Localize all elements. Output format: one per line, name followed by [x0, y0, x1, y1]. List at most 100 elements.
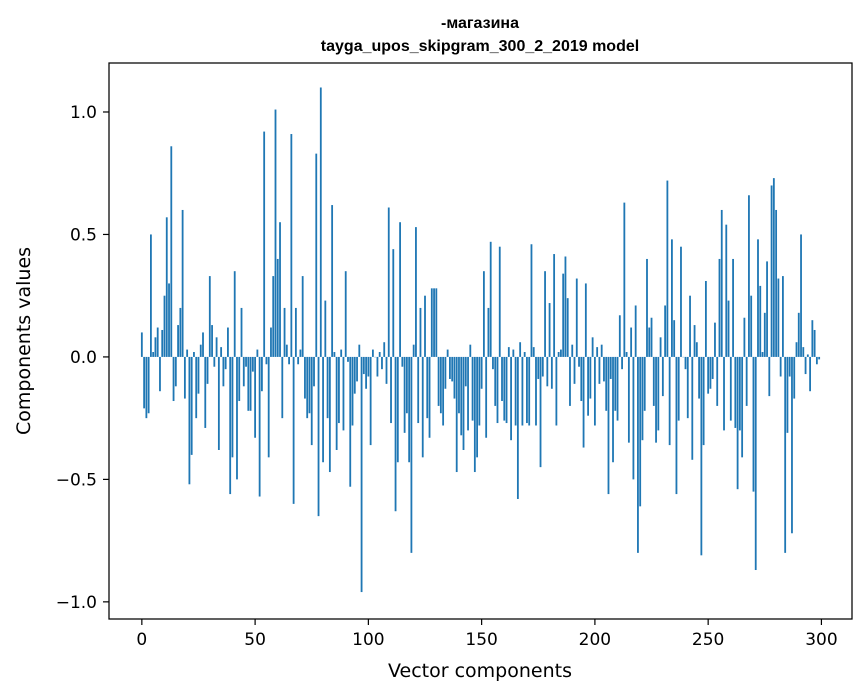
- bar-134: [444, 356, 447, 389]
- bar-266: [743, 317, 746, 357]
- y-axis-label: Components values: [13, 247, 35, 435]
- bar-181: [550, 356, 553, 389]
- bar-274: [761, 352, 764, 357]
- bar-164: [512, 349, 515, 357]
- bar-183: [555, 356, 558, 426]
- bar-58: [272, 276, 275, 357]
- bar-130: [435, 288, 438, 357]
- x-tick-label: 150: [465, 630, 497, 650]
- bar-30: [208, 276, 211, 357]
- bar-60: [276, 258, 279, 357]
- bar-132: [439, 356, 442, 414]
- bar-5: [152, 352, 155, 357]
- bar-118: [408, 356, 411, 463]
- bar-126: [426, 356, 429, 419]
- bar-254: [716, 356, 719, 406]
- bar-44: [240, 307, 243, 357]
- bar-249: [704, 280, 707, 357]
- x-tick-label: 200: [579, 630, 611, 650]
- bar-120: [412, 344, 415, 357]
- bar-64: [285, 344, 288, 357]
- bar-75: [310, 356, 313, 446]
- bar-162: [507, 347, 510, 357]
- bar-196: [584, 283, 587, 357]
- bar-189: [569, 356, 571, 406]
- bar-275: [763, 312, 766, 357]
- bar-149: [478, 356, 481, 426]
- bar-257: [723, 356, 725, 431]
- bar-163: [510, 356, 512, 441]
- bar-281: [777, 278, 780, 357]
- bar-241: [686, 356, 689, 419]
- bar-209: [614, 356, 617, 411]
- bar-246: [698, 356, 700, 399]
- bar-123: [419, 307, 422, 357]
- bar-184: [557, 352, 560, 357]
- y-tick-label: −1.0: [56, 593, 97, 613]
- x-tick-label: 0: [136, 630, 147, 650]
- bar-212: [621, 356, 623, 370]
- bar-107: [383, 342, 386, 357]
- bar-85: [333, 352, 336, 357]
- bar-0: [140, 332, 143, 357]
- bar-289: [795, 342, 798, 357]
- bar-140: [458, 356, 460, 414]
- bar-139: [455, 356, 458, 473]
- bar-206: [607, 356, 610, 495]
- bar-251: [709, 356, 712, 389]
- bar-210: [616, 356, 619, 421]
- bar-150: [480, 356, 483, 389]
- bar-170: [526, 356, 528, 424]
- bar-175: [537, 356, 540, 379]
- bar-262: [734, 356, 737, 428]
- bar-19: [183, 356, 186, 399]
- bar-83: [328, 356, 331, 473]
- bar-290: [797, 312, 800, 357]
- bar-224: [648, 327, 651, 357]
- bar-65: [288, 356, 290, 365]
- bar-21: [188, 356, 191, 485]
- bar-202: [598, 356, 601, 384]
- bar-179: [546, 356, 549, 387]
- y-tick-label: −0.5: [56, 470, 97, 490]
- bar-227: [655, 356, 657, 443]
- bar-216: [630, 327, 633, 357]
- bar-285: [786, 356, 789, 433]
- bar-96: [358, 344, 361, 357]
- bar-255: [718, 258, 721, 357]
- bar-172: [530, 244, 533, 357]
- bar-10: [163, 295, 166, 357]
- bar-14: [172, 356, 175, 402]
- y-tick-label: 0.5: [70, 225, 97, 245]
- bar-273: [759, 285, 762, 357]
- bar-102: [371, 349, 374, 357]
- bar-143: [464, 356, 467, 387]
- bar-217: [632, 356, 635, 480]
- bar-128: [430, 288, 433, 357]
- bar-40: [231, 356, 234, 458]
- bar-8: [159, 356, 161, 392]
- bar-67: [292, 356, 295, 504]
- bar-228: [657, 356, 660, 431]
- bar-98: [362, 356, 365, 375]
- bar-296: [811, 320, 814, 357]
- bar-293: [804, 356, 807, 375]
- bar-9: [161, 329, 164, 357]
- bar-119: [410, 356, 413, 553]
- bar-198: [589, 356, 592, 399]
- bar-121: [415, 227, 417, 357]
- bar-276: [766, 261, 768, 357]
- bar-66: [290, 134, 293, 357]
- bar-117: [405, 356, 408, 414]
- bar-1: [143, 356, 146, 409]
- bar-110: [390, 356, 392, 424]
- bar-22: [190, 356, 193, 455]
- bar-248: [702, 356, 705, 446]
- bar-207: [609, 356, 612, 379]
- bar-70: [299, 349, 302, 357]
- bar-93: [351, 356, 354, 426]
- bar-235: [673, 320, 676, 357]
- bar-185: [560, 349, 562, 357]
- bar-247: [700, 356, 703, 556]
- bar-90: [344, 271, 347, 357]
